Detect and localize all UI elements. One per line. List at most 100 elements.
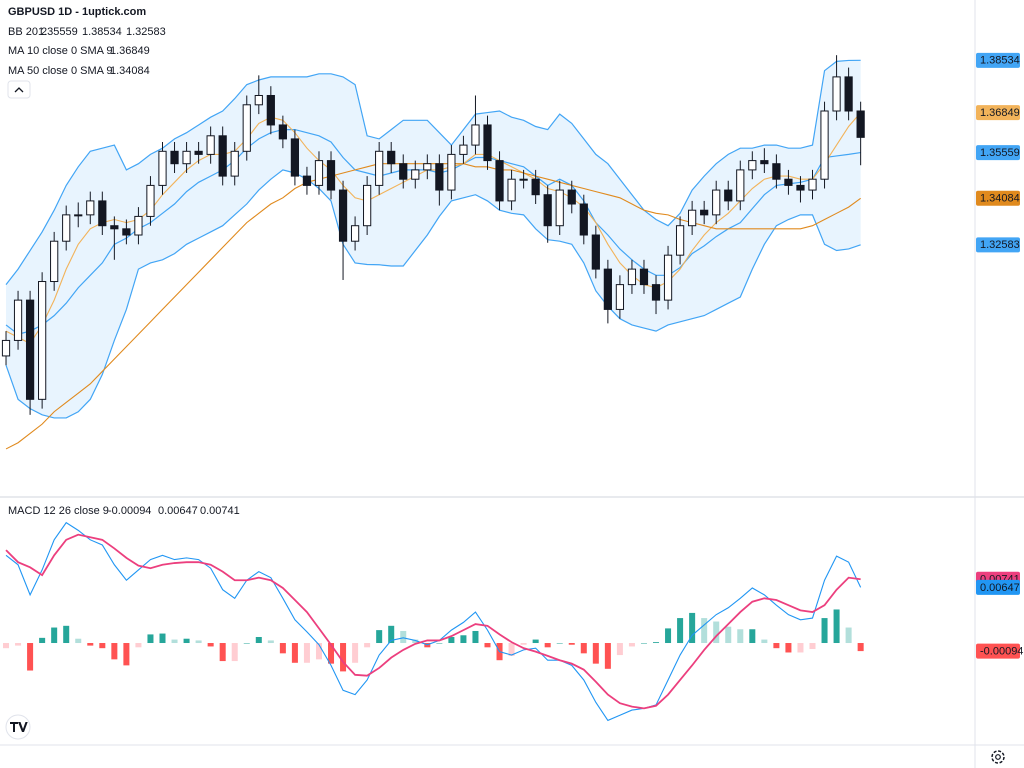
candle-body [531, 178, 540, 196]
histogram-bar [255, 636, 262, 644]
histogram-bar [725, 626, 732, 644]
settings-gear[interactable] [991, 750, 1005, 764]
candle-body [134, 215, 143, 236]
histogram-bar [51, 627, 58, 644]
candle-body [218, 135, 227, 177]
settings-button[interactable] [991, 750, 1005, 764]
histogram-bar [3, 643, 10, 649]
logo [5, 714, 31, 740]
price-tag [976, 105, 1020, 121]
candle-body [459, 144, 468, 155]
collapse-button[interactable] [7, 80, 31, 99]
histogram-bar [821, 618, 828, 644]
candle-body [1, 339, 11, 357]
histogram-bar [27, 643, 34, 671]
candle-body [639, 268, 649, 286]
histogram-bar [580, 643, 587, 654]
candle-body [38, 281, 47, 400]
histogram-bar [364, 643, 371, 648]
candle-body [808, 178, 817, 191]
histogram-bar [388, 625, 395, 644]
candle-body [471, 124, 480, 146]
candle-body [495, 160, 504, 202]
candle-body [338, 189, 348, 242]
histogram-bar [231, 643, 238, 662]
price-tag-label: -0.00094 [980, 646, 1023, 658]
histogram-bar [532, 639, 539, 644]
legend-name: BB 20 2 [8, 26, 47, 38]
price-tag-label: 1.36849 [980, 107, 1020, 119]
histogram-bar [267, 640, 274, 644]
candle-body [206, 135, 215, 155]
candle-body [110, 225, 119, 230]
legend-value: -0.00094 [108, 505, 151, 517]
candle-body [784, 178, 793, 186]
chart-title: GBPUSD 1D - 1uptick.com [8, 6, 146, 18]
candle-body [278, 124, 287, 140]
histogram-bar [628, 643, 635, 647]
logo-mark [10, 722, 28, 732]
collapse-chevron[interactable] [14, 87, 24, 93]
candle-body [435, 163, 444, 191]
plot-layer [1, 55, 865, 722]
legend-value: 1.32583 [126, 26, 166, 38]
candle-body [62, 214, 71, 242]
candle-body [591, 234, 600, 270]
histogram-bar [653, 642, 660, 644]
candle-body [411, 169, 420, 180]
histogram-bar [436, 643, 443, 644]
collapse-button-frame[interactable] [7, 80, 31, 99]
ma-line [5, 163, 861, 450]
candle-body [302, 175, 312, 186]
candle-body [74, 214, 83, 217]
price-tag [976, 643, 1020, 659]
histogram-bar [857, 643, 864, 652]
histogram-bar [111, 643, 118, 660]
settings-gear-hub[interactable] [995, 754, 1001, 760]
candle-body [447, 153, 456, 191]
histogram-bar [279, 643, 286, 654]
histogram-bar [761, 639, 768, 644]
histogram-bar [556, 643, 563, 644]
logo-badge [5, 714, 31, 740]
histogram-bar [147, 634, 154, 644]
candle-body [326, 160, 336, 191]
histogram-bar [315, 643, 322, 660]
candle-body [579, 203, 588, 236]
candle-body [736, 169, 745, 202]
histogram-bar [39, 637, 46, 644]
histogram-bar [219, 643, 226, 662]
axis-layer: 1.385341.355591.325831.368491.340840.007… [976, 52, 1023, 659]
candle-body [86, 200, 95, 216]
histogram-bar [412, 639, 419, 644]
candle-body [712, 189, 721, 216]
histogram-bar [785, 643, 792, 653]
candle-body [25, 299, 35, 400]
histogram-bar [291, 643, 298, 663]
candle-body [651, 284, 661, 301]
histogram-bar [508, 643, 515, 656]
histogram-bar [159, 633, 166, 644]
histogram-bar [195, 640, 202, 644]
histogram-bar [713, 621, 720, 644]
candle-body [423, 163, 432, 171]
price-tag-label: 1.38534 [980, 55, 1020, 67]
legend-value: 1.35559 [38, 26, 78, 38]
histogram-bar [15, 643, 22, 646]
legend-name: MA 10 close 0 SMA 9 [8, 45, 113, 57]
candle-body [399, 163, 408, 180]
histogram-bar [328, 643, 335, 664]
candle-body [266, 94, 275, 126]
candle-body [832, 76, 841, 112]
candle-body [663, 254, 673, 301]
candle-body [254, 94, 263, 106]
legend-value: 1.38534 [82, 26, 122, 38]
candle-body [688, 209, 697, 227]
candle-body [856, 110, 865, 138]
histogram-bar [592, 643, 599, 664]
candle-body [567, 189, 576, 205]
candle-body [603, 268, 612, 310]
legend-value: 1.34084 [110, 65, 150, 77]
band-basis-line [5, 129, 861, 335]
